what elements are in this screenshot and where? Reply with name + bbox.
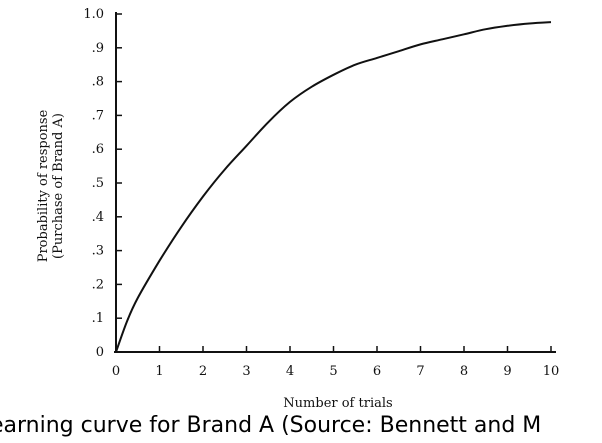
x-tick-label: 7 [416, 364, 424, 379]
y-tick-label: 1.0 [83, 7, 104, 22]
x-axis-ticks: 0 1 2 3 4 5 6 7 8 9 10 [112, 346, 559, 379]
y-tick-label: .8 [92, 75, 104, 90]
y-tick-label: .3 [92, 244, 104, 259]
learning-curve-line [115, 21, 552, 353]
y-tick-label: .1 [92, 311, 104, 326]
y-tick-label: .4 [92, 210, 104, 225]
x-tick-label: 6 [373, 364, 381, 379]
y-tick-label: .2 [92, 277, 104, 292]
x-tick-label: 10 [543, 364, 560, 379]
x-tick-label: 5 [329, 364, 337, 379]
y-tick-label: .5 [92, 176, 104, 191]
y-tick-label: .6 [92, 142, 104, 157]
x-tick-label: 4 [286, 364, 294, 379]
y-axis-title-line1: Probability of response [36, 109, 51, 262]
x-tick-label: 0 [112, 364, 120, 379]
x-axis-title: Number of trials [283, 396, 392, 411]
y-tick-label: .7 [92, 108, 104, 123]
y-axis-ticks: 0 .1 .2 .3 .4 .5 .6 .7 .8 .9 1.0 [83, 7, 122, 360]
chart-axes [114, 12, 556, 353]
figure-caption: earning curve for Brand A (Source: Benne… [0, 409, 602, 443]
y-axis-title-line2: (Purchase of Brand A) [51, 113, 66, 259]
y-tick-label: .9 [92, 41, 104, 56]
x-tick-label: 9 [503, 364, 511, 379]
x-tick-label: 3 [242, 364, 250, 379]
y-tick-label: 0 [96, 345, 104, 360]
figure-caption-text: earning curve for Brand A (Source: Benne… [0, 413, 542, 438]
x-tick-label: 8 [460, 364, 468, 379]
x-tick-label: 1 [155, 364, 163, 379]
x-tick-label: 2 [199, 364, 207, 379]
